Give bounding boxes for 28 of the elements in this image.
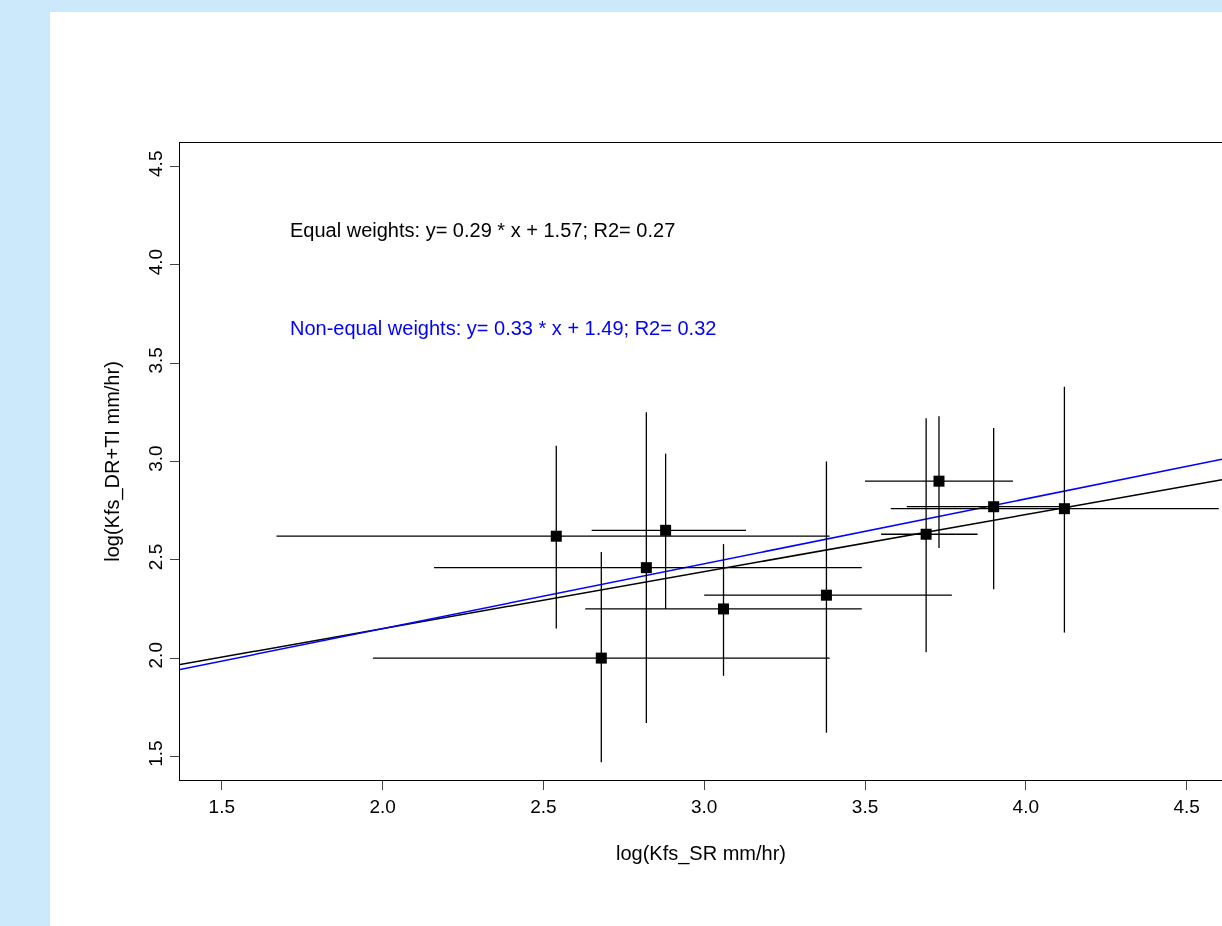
y-tick-label: 4.5 [145,150,167,177]
point [660,524,672,536]
x-tick-label: 2.5 [530,795,557,817]
point [920,528,932,540]
y-tick-label: 1.5 [145,740,167,767]
point [595,652,607,664]
point [1058,503,1070,515]
y-tick-label: 2.5 [145,543,167,571]
annotation: Non-equal weights: y= 0.33 * x + 1.49; R2= 0.32 [290,317,717,339]
y-tick-label: 3.0 [145,445,167,472]
x-tick-label: 3.5 [851,795,879,817]
y-tick-label: 3.5 [145,347,167,374]
point [718,603,730,615]
x-tick-label: 4.5 [1173,795,1200,817]
annotation: Equal weights: y= 0.29 * x + 1.57; R2= 0.27 [290,219,676,241]
x-tick-label: 2.0 [369,795,396,817]
point [988,501,1000,513]
y-tick-label: 4.0 [145,248,167,276]
point [550,530,562,542]
y-axis-title: log(Kfs_DR+TI mm/hr) [100,361,124,562]
point [933,475,945,487]
x-tick-label: 3.0 [691,795,718,817]
y-tick-label: 2.0 [145,642,167,669]
point [640,562,652,574]
x-axis-title: log(Kfs_SR mm/hr) [615,842,787,866]
x-tick-label: 4.0 [1012,795,1040,817]
point [820,589,832,601]
x-tick-label: 1.5 [208,795,236,817]
